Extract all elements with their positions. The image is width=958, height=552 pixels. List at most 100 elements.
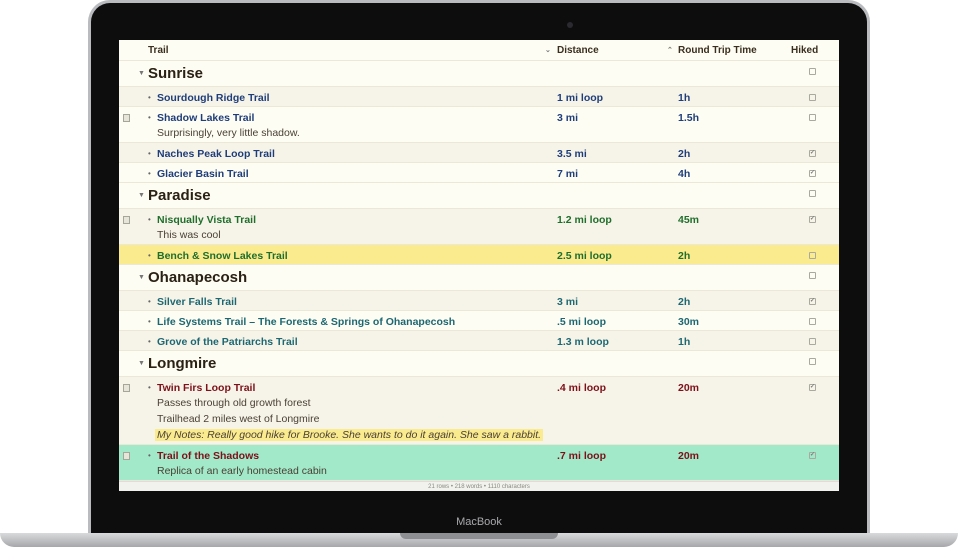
trail-time[interactable]: 2h — [678, 148, 691, 160]
trail-time[interactable]: 45m — [678, 214, 700, 226]
hiked-checkbox[interactable] — [809, 252, 816, 259]
bullet-icon: • — [148, 169, 151, 178]
my-notes[interactable]: My Notes: Really good hike for Brooke. S… — [155, 429, 544, 441]
trail-distance[interactable]: 3 mi — [557, 112, 579, 124]
hiked-checkbox[interactable] — [809, 94, 816, 101]
hiked-checkbox[interactable] — [809, 114, 816, 121]
laptop-base — [0, 533, 958, 547]
trail-name[interactable]: Grove of the Patriarchs Trail — [157, 336, 298, 348]
trail-name[interactable]: Shadow Lakes Trail — [157, 112, 255, 124]
trail-row[interactable]: • Glacier Basin Trail 7 mi 4h ✓ — [119, 163, 839, 183]
trail-name[interactable]: Sourdough Ridge Trail — [157, 92, 270, 104]
note-icon[interactable] — [123, 452, 130, 460]
trail-time[interactable]: 20m — [678, 382, 700, 394]
laptop-notch — [400, 533, 558, 539]
trail-note[interactable]: This was cool — [157, 229, 221, 241]
trail-name[interactable]: Life Systems Trail – The Forests & Sprin… — [157, 316, 456, 328]
trail-distance[interactable]: 1.2 mi loop — [557, 214, 612, 226]
trail-time[interactable]: 1.5h — [678, 112, 700, 124]
hiked-checkbox[interactable]: ✓ — [809, 170, 816, 177]
trail-time[interactable]: 2h — [678, 296, 691, 308]
group-title: Paradise — [148, 187, 211, 204]
trail-distance[interactable]: 1.3 m loop — [557, 336, 609, 348]
trail-distance[interactable]: 2.5 mi loop — [557, 250, 612, 262]
trail-name[interactable]: Twin Firs Loop Trail — [157, 382, 256, 394]
trail-time[interactable]: 20m — [678, 450, 700, 462]
note-icon[interactable] — [123, 114, 130, 122]
hiked-checkbox[interactable] — [809, 338, 816, 345]
hiked-checkbox[interactable]: ✓ — [809, 216, 816, 223]
trail-row[interactable]: • Life Systems Trail – The Forests & Spr… — [119, 311, 839, 331]
trail-name[interactable]: Nisqually Vista Trail — [157, 214, 257, 226]
trail-row[interactable]: • Grove of the Patriarchs Trail 1.3 m lo… — [119, 331, 839, 351]
bullet-icon: • — [148, 251, 151, 260]
trail-distance[interactable]: 3.5 mi — [557, 148, 587, 160]
group-row[interactable]: ▼ Sunrise — [119, 61, 839, 87]
column-hiked[interactable]: Hiked — [791, 44, 819, 56]
bullet-icon: • — [148, 451, 151, 460]
column-round-trip[interactable]: Round Trip Time — [678, 44, 757, 56]
trail-name[interactable]: Glacier Basin Trail — [157, 168, 249, 180]
trail-row[interactable]: • Shadow Lakes Trail 3 mi 1.5h Surprisin… — [119, 107, 839, 143]
trail-row[interactable]: • Sourdough Ridge Trail 1 mi loop 1h — [119, 87, 839, 107]
trail-time[interactable]: 4h — [678, 168, 691, 180]
trail-row[interactable]: • Trail of the Shadows .7 mi loop 20m ✓ R… — [119, 445, 839, 481]
hiked-checkbox[interactable] — [809, 358, 816, 365]
disclosure-triangle-icon[interactable]: ▼ — [138, 192, 145, 199]
disclosure-triangle-icon[interactable]: ▼ — [138, 360, 145, 367]
hiked-checkbox[interactable]: ✓ — [809, 452, 816, 459]
camera-icon — [567, 22, 573, 28]
trail-row[interactable]: • Silver Falls Trail 3 mi 2h ✓ — [119, 291, 839, 311]
trail-row[interactable]: • Twin Firs Loop Trail .4 mi loop 20m ✓ P… — [119, 377, 839, 445]
bullet-icon: • — [148, 297, 151, 306]
hiked-checkbox[interactable]: ✓ — [809, 384, 816, 391]
column-trail[interactable]: Trail — [148, 44, 169, 56]
hiked-checkbox[interactable]: ✓ — [809, 298, 816, 305]
hiked-checkbox[interactable]: ✓ — [809, 150, 816, 157]
bullet-icon: • — [148, 215, 151, 224]
trail-note[interactable]: Surprisingly, very little shadow. — [157, 127, 300, 139]
trail-note[interactable]: Passes through old growth forest — [157, 397, 311, 409]
trail-distance[interactable]: .7 mi loop — [557, 450, 607, 462]
trail-time[interactable]: 1h — [678, 92, 691, 104]
trail-distance[interactable]: 1 mi loop — [557, 92, 604, 104]
group-row[interactable]: ▼ Longmire — [119, 351, 839, 377]
trail-time[interactable]: 30m — [678, 316, 700, 328]
trail-row[interactable]: • Nisqually Vista Trail 1.2 mi loop 45m … — [119, 209, 839, 245]
trail-row[interactable]: • Bench & Snow Lakes Trail 2.5 mi loop 2… — [119, 245, 839, 265]
trail-note[interactable]: Trailhead 2 miles west of Longmire — [157, 413, 320, 425]
column-distance[interactable]: Distance — [557, 44, 599, 56]
hiked-checkbox[interactable] — [809, 68, 816, 75]
trail-name[interactable]: Naches Peak Loop Trail — [157, 148, 275, 160]
trail-distance[interactable]: .5 mi loop — [557, 316, 607, 328]
disclosure-triangle-icon[interactable]: ▼ — [138, 274, 145, 281]
hiked-checkbox[interactable] — [809, 272, 816, 279]
sort-asc-icon[interactable]: ⌃ — [667, 47, 673, 54]
trail-name[interactable]: Bench & Snow Lakes Trail — [157, 250, 288, 262]
outline-rows: ▼ Sunrise • Sourdough Ridge Trail 1 mi l… — [119, 61, 839, 481]
trail-distance[interactable]: .4 mi loop — [557, 382, 607, 394]
disclosure-triangle-icon[interactable]: ▼ — [138, 70, 145, 77]
trail-name[interactable]: Trail of the Shadows — [157, 450, 260, 462]
trail-distance[interactable]: 3 mi — [557, 296, 579, 308]
trail-name[interactable]: Silver Falls Trail — [157, 296, 237, 308]
bullet-icon: • — [148, 149, 151, 158]
group-title: Ohanapecosh — [148, 269, 248, 286]
device-label: MacBook — [456, 516, 502, 528]
trail-note[interactable]: Replica of an early homestead cabin — [157, 465, 327, 477]
trail-time[interactable]: 1h — [678, 336, 691, 348]
sort-desc-icon[interactable]: ⌄ — [545, 47, 551, 54]
bullet-icon: • — [148, 337, 151, 346]
trail-distance[interactable]: 7 mi — [557, 168, 579, 180]
note-icon[interactable] — [123, 216, 130, 224]
status-bar: 21 rows • 218 words • 1110 characters — [119, 481, 839, 491]
trail-row[interactable]: • Naches Peak Loop Trail 3.5 mi 2h ✓ — [119, 143, 839, 163]
hiked-checkbox[interactable] — [809, 318, 816, 325]
bullet-icon: • — [148, 113, 151, 122]
note-icon[interactable] — [123, 384, 130, 392]
group-row[interactable]: ▼ Ohanapecosh — [119, 265, 839, 291]
group-row[interactable]: ▼ Paradise — [119, 183, 839, 209]
group-title: Longmire — [148, 355, 217, 372]
hiked-checkbox[interactable] — [809, 190, 816, 197]
trail-time[interactable]: 2h — [678, 250, 691, 262]
